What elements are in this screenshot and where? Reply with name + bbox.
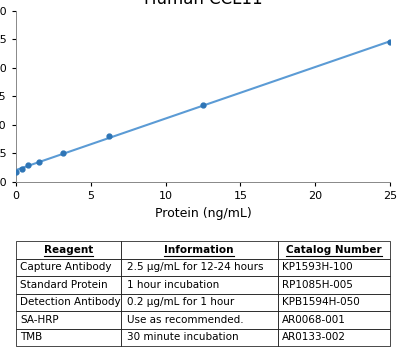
X-axis label: Protein (ng/mL): Protein (ng/mL) — [154, 206, 252, 220]
Title: Human CCL11: Human CCL11 — [144, 0, 262, 8]
